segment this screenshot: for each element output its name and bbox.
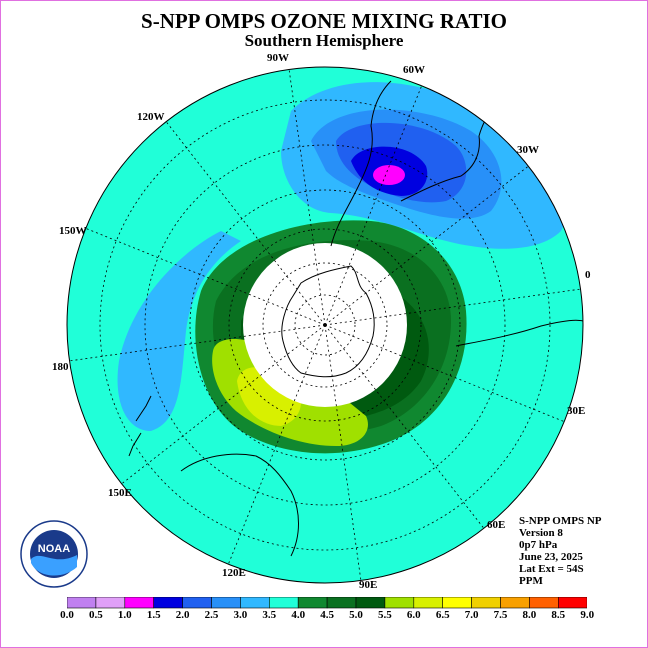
colorbar-tick-label: 0.5 bbox=[89, 609, 103, 621]
meridian-line bbox=[227, 324, 326, 567]
lon-label-90e: 90E bbox=[359, 579, 378, 591]
south-america-coastline bbox=[330, 80, 392, 247]
lon-label-120e: 120E bbox=[222, 567, 246, 579]
latitude-circle bbox=[228, 228, 422, 422]
colorbar-swatch bbox=[442, 597, 472, 609]
colorbar-swatch bbox=[67, 597, 97, 609]
info-product: S-NPP OMPS NP bbox=[519, 515, 602, 527]
colorbar-swatch bbox=[384, 597, 415, 609]
meridian-line bbox=[67, 324, 326, 362]
colorbar-swatch bbox=[471, 597, 501, 609]
latitude-circle bbox=[99, 99, 551, 551]
colorbar-tick-label: 7.0 bbox=[464, 609, 479, 621]
colorbar-swatch bbox=[413, 597, 443, 609]
meridian-line bbox=[324, 324, 486, 531]
colorbar-swatch bbox=[153, 597, 183, 609]
meridian-line bbox=[324, 324, 362, 583]
colorbar-tick-label: 4.0 bbox=[291, 609, 306, 621]
colorbar-tick-label: 1.0 bbox=[117, 609, 132, 621]
colorbar-tick-label: 2.0 bbox=[175, 609, 190, 621]
colorbar-swatch bbox=[529, 597, 559, 609]
lon-label-30e: 30E bbox=[567, 405, 586, 417]
info-units: PPM bbox=[519, 575, 543, 587]
info-lat-extent: Lat Ext = 54S bbox=[519, 563, 584, 575]
product-info: S-NPP OMPS NP Version 8 0p7 hPa June 23,… bbox=[519, 515, 602, 587]
lon-label-60w: 60W bbox=[403, 64, 425, 76]
colorbar-tick-label: 3.0 bbox=[233, 609, 248, 621]
lon-label-120w: 120W bbox=[137, 111, 165, 123]
colorbar-tick-label: 2.5 bbox=[204, 609, 219, 621]
colorbar-tick-label: 6.0 bbox=[406, 609, 421, 621]
new-zealand-coastline bbox=[128, 395, 152, 457]
latitude-circle bbox=[262, 262, 388, 388]
colorbar-swatch bbox=[95, 597, 126, 609]
colorbar-tick-label: 9.0 bbox=[580, 609, 595, 621]
info-version: Version 8 bbox=[519, 527, 563, 539]
info-pressure-level: 0p7 hPa bbox=[519, 539, 558, 551]
colorbar-swatch bbox=[326, 597, 357, 609]
south-pole-marker bbox=[323, 323, 327, 327]
meridian-line bbox=[324, 324, 567, 423]
colorbar-tick-label: 4.5 bbox=[320, 609, 334, 621]
noaa-logo-text: NOAA bbox=[38, 543, 70, 555]
colorbar-tick-label: 0.0 bbox=[60, 609, 74, 621]
latitude-circle bbox=[294, 294, 356, 356]
colorbar-tick-label: 3.5 bbox=[262, 609, 277, 621]
map-title: S-NPP OMPS OZONE MIXING RATIO bbox=[141, 9, 507, 33]
lon-label-30w: 30W bbox=[517, 144, 539, 156]
meridian-line bbox=[324, 288, 583, 326]
colorbar bbox=[67, 597, 587, 609]
lon-label-0: 0 bbox=[585, 269, 591, 281]
meridian-line bbox=[324, 83, 423, 326]
colorbar-swatch bbox=[500, 597, 530, 609]
colorbar-swatch bbox=[240, 597, 270, 609]
colorbar-swatch bbox=[269, 597, 299, 609]
colorbar-tick-label: 5.5 bbox=[378, 609, 392, 621]
lon-label-180: 180 bbox=[52, 361, 69, 373]
meridian-line bbox=[164, 119, 326, 326]
map-boundary bbox=[66, 66, 584, 584]
colorbar-swatch bbox=[297, 597, 328, 609]
colorbar-tick-label: 8.5 bbox=[551, 609, 566, 621]
colorbar-tick-label: 5.0 bbox=[349, 609, 363, 621]
meridian-line bbox=[83, 227, 326, 326]
colorbar-tick-label: 6.5 bbox=[435, 609, 450, 621]
map-subtitle: Southern Hemisphere bbox=[244, 31, 404, 50]
lon-label-60e: 60E bbox=[487, 519, 506, 531]
colorbar-swatch bbox=[124, 597, 154, 609]
colorbar-tick-label: 1.5 bbox=[146, 609, 161, 621]
colorbar-tick-label: 7.5 bbox=[493, 609, 508, 621]
colorbar-swatch bbox=[211, 597, 241, 609]
colorbar-tick-label: 8.0 bbox=[522, 609, 537, 621]
australia-coastline bbox=[180, 453, 299, 557]
antarctica-coastline bbox=[281, 265, 375, 378]
info-date: June 23, 2025 bbox=[519, 551, 583, 563]
colorbar-swatch bbox=[557, 597, 587, 609]
lon-label-150e: 150E bbox=[108, 487, 132, 499]
noaa-logo: NOAA bbox=[20, 520, 88, 588]
meridian-line bbox=[288, 67, 326, 326]
meridian-line bbox=[324, 164, 531, 326]
ozone-contour-3.0-west bbox=[117, 231, 241, 431]
meridian-line bbox=[119, 324, 326, 486]
latitude-circle bbox=[189, 189, 461, 461]
lon-label-90w: 90W bbox=[267, 52, 289, 64]
africa-coastline bbox=[455, 319, 583, 347]
colorbar-swatch bbox=[355, 597, 386, 609]
ozone-contour-1.0 bbox=[373, 165, 405, 185]
colorbar-swatch bbox=[182, 597, 212, 609]
latitude-circle bbox=[144, 144, 506, 506]
lon-label-150w: 150W bbox=[59, 225, 87, 237]
